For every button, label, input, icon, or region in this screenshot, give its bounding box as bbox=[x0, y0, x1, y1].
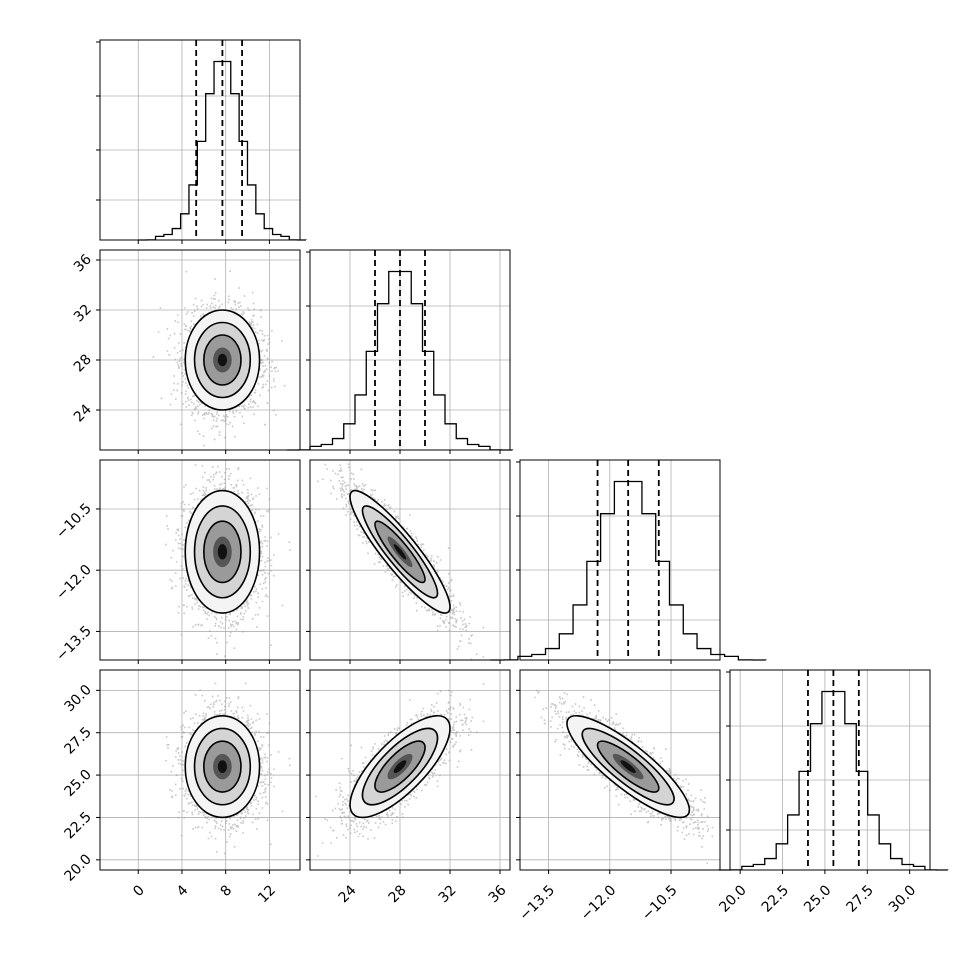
panel-frame bbox=[99, 459, 301, 661]
scatter-panel-1-0 bbox=[96, 249, 301, 454]
contour-line bbox=[184, 489, 261, 614]
density-core bbox=[217, 353, 228, 367]
contour-line bbox=[184, 714, 261, 819]
y-tick-label: 27.5 bbox=[61, 724, 94, 757]
y-tick-label: 28 bbox=[71, 352, 95, 376]
histogram-panel-3 bbox=[718, 669, 949, 874]
contour-line bbox=[361, 505, 439, 599]
x-tick-label: −13.5 bbox=[517, 882, 559, 924]
contour-line bbox=[581, 727, 675, 806]
histogram-panel-2 bbox=[489, 459, 767, 664]
contour-line bbox=[349, 714, 451, 819]
density-core bbox=[217, 760, 228, 773]
scatter-panel-2-0 bbox=[96, 459, 301, 664]
y-tick-label: 22.5 bbox=[61, 809, 94, 842]
y-tick-label: −10.5 bbox=[53, 500, 95, 542]
density-core bbox=[620, 760, 636, 773]
y-tick-label: 24 bbox=[71, 401, 95, 425]
y-tick-label: 32 bbox=[71, 302, 95, 326]
x-tick-label: 24 bbox=[336, 882, 360, 906]
panel-content bbox=[100, 250, 300, 450]
panel-frame bbox=[99, 39, 301, 241]
contour-line bbox=[203, 740, 242, 793]
y-tick-label: 30.0 bbox=[61, 682, 94, 715]
x-tick-label: −10.5 bbox=[639, 882, 681, 924]
panel-content bbox=[310, 670, 510, 870]
contour-line bbox=[374, 740, 426, 793]
panel-frame bbox=[99, 249, 301, 451]
panel-content bbox=[100, 670, 300, 870]
histogram-panel-0 bbox=[96, 39, 307, 244]
x-tick-label: 28 bbox=[386, 882, 410, 906]
panel-frame bbox=[309, 669, 511, 871]
x-tick-label: 25.0 bbox=[801, 882, 834, 915]
x-tick-label: 32 bbox=[436, 882, 460, 906]
panel-frame bbox=[519, 669, 721, 871]
panel-frame bbox=[309, 459, 511, 661]
panel-content bbox=[520, 670, 720, 870]
contour-line bbox=[361, 727, 439, 806]
contour-line bbox=[193, 505, 252, 599]
density-core bbox=[393, 760, 407, 773]
x-tick-label: 4 bbox=[174, 882, 192, 900]
x-tick-label: 30.0 bbox=[886, 882, 919, 915]
x-tick-label: 36 bbox=[486, 882, 510, 906]
contour-line bbox=[203, 520, 242, 584]
contour-line bbox=[566, 714, 691, 819]
contour-line bbox=[596, 740, 660, 793]
x-tick-label: 12 bbox=[255, 882, 279, 906]
contour-line bbox=[193, 321, 252, 399]
y-tick-label: 25.0 bbox=[61, 767, 94, 800]
panel-content bbox=[100, 460, 300, 660]
y-tick-label: −13.5 bbox=[53, 623, 95, 665]
x-tick-label: 20.0 bbox=[716, 882, 749, 915]
y-tick-label: 36 bbox=[71, 251, 95, 275]
x-tick-label: −12.0 bbox=[578, 882, 620, 924]
contour-line bbox=[193, 727, 252, 806]
scatter-panel-3-1 bbox=[306, 669, 511, 874]
x-tick-label: 22.5 bbox=[759, 882, 792, 915]
scatter-panel-2-1 bbox=[306, 459, 511, 664]
panel-frame bbox=[519, 459, 721, 661]
panel-frame bbox=[309, 249, 511, 451]
panel-frame bbox=[729, 669, 931, 871]
x-tick-label: 27.5 bbox=[844, 882, 877, 915]
panel-content bbox=[310, 460, 510, 660]
panel-frame bbox=[99, 669, 301, 871]
histogram-panel-1 bbox=[286, 249, 514, 454]
density-core bbox=[217, 544, 228, 560]
contour-line bbox=[374, 520, 426, 584]
scatter-panel-3-2 bbox=[516, 669, 721, 874]
x-tick-label: 0 bbox=[130, 882, 148, 900]
contour-line bbox=[203, 334, 242, 386]
density-core bbox=[393, 544, 407, 560]
y-tick-label: −12.0 bbox=[53, 562, 95, 604]
contour-line bbox=[349, 489, 451, 614]
contour-line bbox=[184, 309, 261, 411]
x-tick-label: 8 bbox=[218, 882, 236, 900]
scatter-panel-3-0 bbox=[96, 669, 301, 874]
y-tick-label: 20.0 bbox=[61, 851, 94, 884]
